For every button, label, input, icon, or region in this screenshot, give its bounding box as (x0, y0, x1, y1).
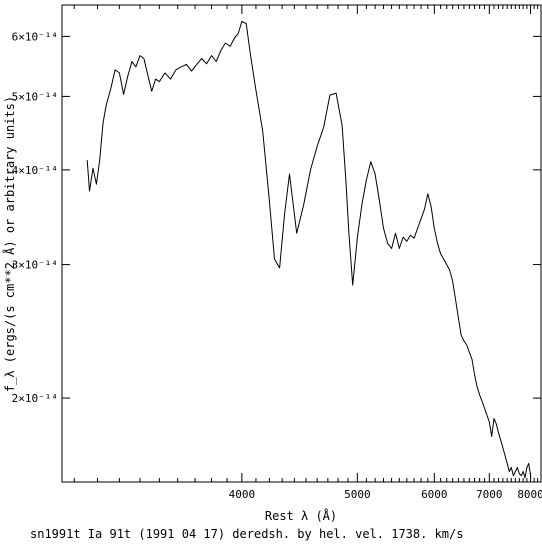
plot-frame (61, 4, 542, 483)
y-tick-label: 6×10⁻¹⁴ (12, 30, 58, 43)
y-tick-label: 3×10⁻¹⁴ (12, 259, 58, 272)
x-tick-label-2: 6000 (421, 488, 448, 501)
y-tick-label: 4×10⁻¹⁴ (12, 164, 58, 177)
x-tick-label-0: 4000 (229, 488, 256, 501)
chart-caption: sn1991t Ia 91t (1991 04 17) deredsh. by … (30, 527, 463, 541)
spectrum-line (86, 20, 532, 479)
x-axis-title: Rest λ (Å) (265, 508, 337, 523)
x-tick-label-4: 8000 (517, 488, 542, 501)
x-tick-label-1: 5000 (344, 488, 371, 501)
y-tick-1: 5×10⁻¹⁴ (12, 90, 541, 103)
y-tick-4: 2×10⁻¹⁴ (12, 392, 541, 405)
y-axis-title: f_λ (ergs/(s cm**2 Å) or arbitrary units… (2, 96, 17, 392)
y-tick-3: 3×10⁻¹⁴ (12, 259, 541, 272)
y-tick-0: 6×10⁻¹⁴ (12, 30, 541, 43)
y-tick-2: 4×10⁻¹⁴ (12, 164, 541, 177)
y-tick-label: 2×10⁻¹⁴ (12, 392, 58, 405)
x-axis-ticks: 4000 5000 6000 7000 8000 (73, 5, 542, 501)
y-tick-label: 5×10⁻¹⁴ (12, 90, 58, 103)
x-tick-label-3: 7000 (476, 488, 503, 501)
y-axis-ticks: 6×10⁻¹⁴ 5×10⁻¹⁴ 4×10⁻¹⁴ 3×10⁻¹⁴ 2×10⁻¹⁴ (12, 30, 541, 405)
